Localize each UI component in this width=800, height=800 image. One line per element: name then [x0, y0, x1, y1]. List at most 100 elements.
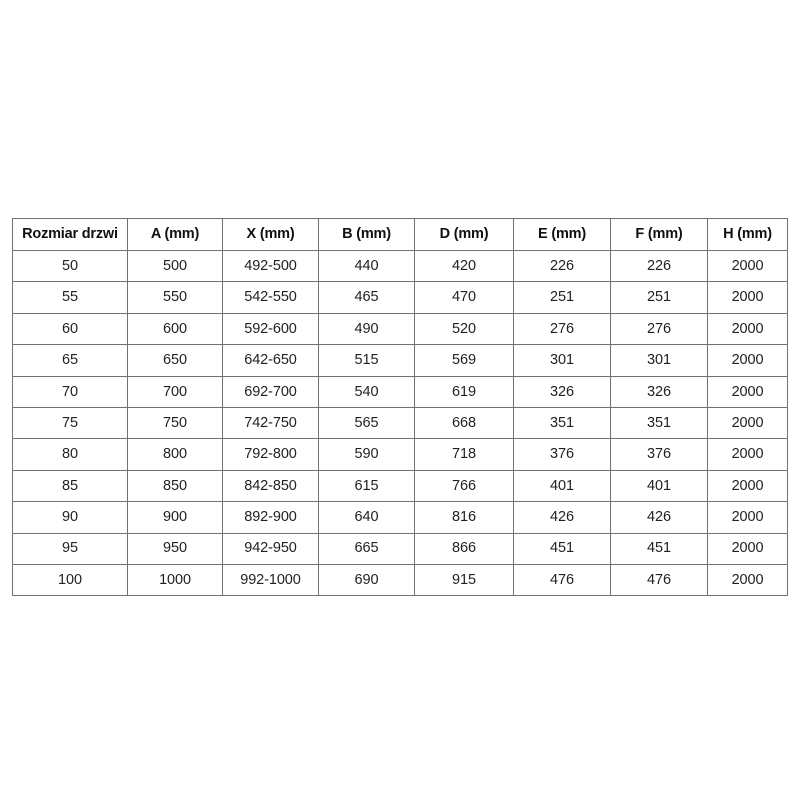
cell-r10-c5: 476 [513, 563, 611, 597]
cell-r8-c3: 640 [318, 501, 415, 534]
cell-r5-c1: 750 [127, 406, 223, 440]
table-row: 60 600 592-600 490 520 276 276 2000 [12, 312, 788, 346]
cell-r8-c7: 2000 [707, 501, 788, 534]
column-header-3: B (mm) [318, 218, 415, 251]
cell-r4-c5: 326 [513, 375, 611, 408]
cell-r3-c4: 569 [414, 344, 514, 377]
cell-r4-c0: 70 [12, 375, 128, 408]
column-header-4: D (mm) [414, 218, 514, 251]
cell-r2-c4: 520 [414, 312, 514, 346]
cell-r0-c5: 226 [513, 249, 611, 283]
cell-r8-c4: 816 [414, 501, 514, 534]
cell-r9-c3: 665 [318, 532, 415, 565]
cell-r8-c6: 426 [610, 501, 708, 534]
cell-r6-c5: 376 [513, 438, 611, 471]
cell-r1-c1: 550 [127, 281, 223, 314]
column-header-2: X (mm) [222, 218, 319, 251]
column-header-6: F (mm) [610, 218, 708, 251]
table-row: 65 650 642-650 515 569 301 301 2000 [12, 344, 788, 377]
cell-r3-c5: 301 [513, 344, 611, 377]
table-header: Rozmiar drzwi A (mm) X (mm) B (mm) D (mm) E (… [12, 218, 788, 251]
cell-r0-c3: 440 [318, 249, 415, 283]
table-row: 80 800 792-800 590 718 376 376 2000 [12, 438, 788, 471]
cell-r7-c2: 842-850 [222, 469, 319, 503]
cell-r10-c4: 915 [414, 563, 514, 597]
table-row: 75 750 742-750 565 668 351 351 2000 [12, 406, 788, 440]
table-row: 100 1000 992-1000 690 915 476 476 2000 [12, 563, 788, 597]
cell-r3-c7: 2000 [707, 344, 788, 377]
cell-r1-c3: 465 [318, 281, 415, 314]
column-header-1: A (mm) [127, 218, 223, 251]
cell-r6-c7: 2000 [707, 438, 788, 471]
cell-r0-c6: 226 [610, 249, 708, 283]
cell-r7-c3: 615 [318, 469, 415, 503]
table-row: 85 850 842-850 615 766 401 401 2000 [12, 469, 788, 503]
cell-r4-c2: 692-700 [222, 375, 319, 408]
cell-r0-c0: 50 [12, 249, 128, 283]
cell-r2-c2: 592-600 [222, 312, 319, 346]
cell-r4-c3: 540 [318, 375, 415, 408]
cell-r1-c7: 2000 [707, 281, 788, 314]
cell-r7-c0: 85 [12, 469, 128, 503]
cell-r5-c0: 75 [12, 406, 128, 440]
cell-r0-c7: 2000 [707, 249, 788, 283]
cell-r10-c3: 690 [318, 563, 415, 597]
cell-r9-c2: 942-950 [222, 532, 319, 565]
cell-r7-c4: 766 [414, 469, 514, 503]
cell-r7-c7: 2000 [707, 469, 788, 503]
cell-r2-c1: 600 [127, 312, 223, 346]
column-header-7: H (mm) [707, 218, 788, 251]
spec-table-container: Rozmiar drzwi A (mm) X (mm) B (mm) D (mm) E (… [12, 218, 788, 597]
cell-r6-c6: 376 [610, 438, 708, 471]
column-header-0: Rozmiar drzwi [12, 218, 128, 251]
cell-r0-c1: 500 [127, 249, 223, 283]
cell-r3-c6: 301 [610, 344, 708, 377]
cell-r9-c7: 2000 [707, 532, 788, 565]
cell-r8-c2: 892-900 [222, 501, 319, 534]
cell-r7-c5: 401 [513, 469, 611, 503]
cell-r4-c1: 700 [127, 375, 223, 408]
cell-r9-c0: 95 [12, 532, 128, 565]
cell-r9-c4: 866 [414, 532, 514, 565]
cell-r7-c1: 850 [127, 469, 223, 503]
cell-r1-c0: 55 [12, 281, 128, 314]
cell-r3-c1: 650 [127, 344, 223, 377]
cell-r2-c5: 276 [513, 312, 611, 346]
table-row: 90 900 892-900 640 816 426 426 2000 [12, 501, 788, 534]
table-body: 50 500 492-500 440 420 226 226 2000 55 550 542-550… [12, 249, 788, 597]
cell-r6-c0: 80 [12, 438, 128, 471]
cell-r2-c7: 2000 [707, 312, 788, 346]
cell-r5-c6: 351 [610, 406, 708, 440]
cell-r2-c0: 60 [12, 312, 128, 346]
table-row: 55 550 542-550 465 470 251 251 2000 [12, 281, 788, 314]
cell-r3-c3: 515 [318, 344, 415, 377]
table-row: 95 950 942-950 665 866 451 451 2000 [12, 532, 788, 565]
cell-r10-c6: 476 [610, 563, 708, 597]
cell-r3-c0: 65 [12, 344, 128, 377]
column-header-5: E (mm) [513, 218, 611, 251]
cell-r0-c2: 492-500 [222, 249, 319, 283]
cell-r1-c2: 542-550 [222, 281, 319, 314]
cell-r5-c2: 742-750 [222, 406, 319, 440]
cell-r5-c4: 668 [414, 406, 514, 440]
cell-r8-c5: 426 [513, 501, 611, 534]
cell-r1-c4: 470 [414, 281, 514, 314]
cell-r2-c3: 490 [318, 312, 415, 346]
cell-r6-c4: 718 [414, 438, 514, 471]
cell-r10-c1: 1000 [127, 563, 223, 597]
cell-r3-c2: 642-650 [222, 344, 319, 377]
cell-r8-c1: 900 [127, 501, 223, 534]
cell-r10-c0: 100 [12, 563, 128, 597]
cell-r2-c6: 276 [610, 312, 708, 346]
cell-r8-c0: 90 [12, 501, 128, 534]
cell-r9-c1: 950 [127, 532, 223, 565]
cell-r5-c3: 565 [318, 406, 415, 440]
table-row: 70 700 692-700 540 619 326 326 2000 [12, 375, 788, 408]
cell-r4-c4: 619 [414, 375, 514, 408]
cell-r6-c2: 792-800 [222, 438, 319, 471]
cell-r4-c6: 326 [610, 375, 708, 408]
cell-r0-c4: 420 [414, 249, 514, 283]
cell-r5-c5: 351 [513, 406, 611, 440]
cell-r4-c7: 2000 [707, 375, 788, 408]
cell-r9-c6: 451 [610, 532, 708, 565]
